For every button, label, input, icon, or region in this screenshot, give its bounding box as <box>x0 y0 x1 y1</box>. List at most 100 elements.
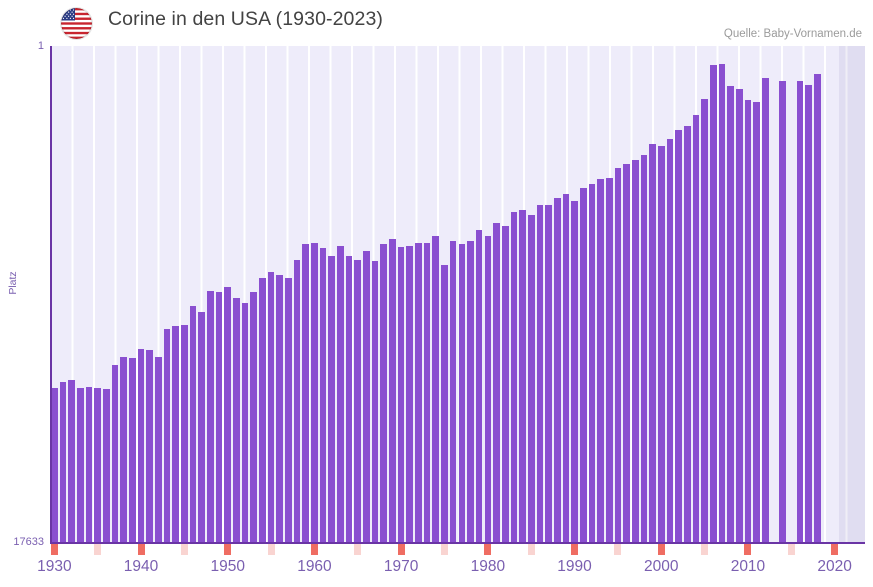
bar <box>579 187 587 543</box>
bar <box>666 138 674 543</box>
bar <box>224 286 232 543</box>
bar <box>103 389 110 543</box>
y-axis-title: Platz <box>7 271 19 295</box>
plot-area <box>50 46 865 543</box>
x-axis-label: 1970 <box>383 558 419 575</box>
bar <box>484 235 492 543</box>
bar <box>85 386 93 543</box>
bar <box>328 255 336 543</box>
x-tick-major <box>224 544 232 555</box>
bar <box>605 178 613 543</box>
bar <box>363 251 370 543</box>
bar <box>744 100 752 543</box>
x-tick-major <box>484 544 492 555</box>
bar <box>59 382 67 543</box>
bar <box>215 292 223 543</box>
x-axis-label: 2000 <box>644 558 679 575</box>
y-axis-bottom-label: 17633 <box>13 536 44 548</box>
bar <box>241 303 249 543</box>
x-axis-label: 1960 <box>297 558 332 575</box>
bar <box>562 193 570 543</box>
x-tick-major <box>310 544 318 555</box>
bar <box>432 235 440 543</box>
bar <box>527 214 535 543</box>
us-flag-icon <box>61 8 92 39</box>
x-axis-ticks <box>50 544 865 556</box>
bar <box>753 101 760 543</box>
bar <box>614 168 622 543</box>
bar <box>406 245 414 543</box>
bar <box>68 379 75 543</box>
bar <box>319 248 327 543</box>
bar <box>735 89 743 543</box>
bar <box>423 242 431 543</box>
bar <box>553 197 561 543</box>
bar <box>397 247 405 543</box>
bar <box>380 244 388 543</box>
bar <box>571 200 578 543</box>
x-tick-major <box>657 544 665 555</box>
bar <box>597 179 604 543</box>
bar <box>389 238 396 543</box>
bar <box>129 358 136 543</box>
bar <box>120 356 128 543</box>
x-axis-label: 1990 <box>557 558 592 575</box>
x-tick-minor <box>354 544 362 555</box>
bar <box>501 225 509 543</box>
x-tick-minor <box>787 544 795 555</box>
bar <box>94 387 101 543</box>
bar <box>111 365 119 543</box>
bar <box>441 265 448 543</box>
bar <box>709 65 717 543</box>
x-tick-minor <box>267 544 275 555</box>
bar <box>198 311 206 543</box>
bar <box>181 324 188 543</box>
x-axis-label: 1940 <box>123 558 159 575</box>
bar <box>683 125 691 543</box>
bar <box>415 242 422 543</box>
bar <box>805 84 812 543</box>
x-axis-label: 1950 <box>210 558 245 575</box>
bar <box>163 328 171 543</box>
bar <box>631 159 639 543</box>
bar <box>588 183 596 543</box>
bar <box>519 210 526 543</box>
bar <box>510 211 518 543</box>
bar <box>267 272 275 543</box>
bar <box>137 348 145 543</box>
bar <box>233 297 240 543</box>
bar <box>354 259 362 543</box>
bar <box>371 261 379 543</box>
bar <box>51 387 58 543</box>
x-tick-minor <box>527 544 535 555</box>
x-tick-major <box>831 544 839 555</box>
bar <box>649 144 656 543</box>
bar <box>302 244 310 543</box>
bar-series <box>50 46 865 543</box>
bar <box>640 155 648 543</box>
bar <box>779 80 786 543</box>
bar <box>475 230 483 543</box>
x-tick-minor <box>701 544 709 555</box>
bar <box>458 244 466 543</box>
bar <box>155 356 162 543</box>
x-tick-minor <box>614 544 622 555</box>
bar <box>623 163 630 543</box>
x-axis-label: 1980 <box>470 558 506 575</box>
bar <box>207 290 214 543</box>
bar <box>657 145 665 543</box>
bar <box>692 114 700 543</box>
x-axis-label: 1930 <box>37 558 72 575</box>
chart-header: Corine in den USA (1930-2023) Quelle: Ba… <box>0 0 873 46</box>
bar <box>796 80 804 543</box>
bar <box>276 275 284 543</box>
bar <box>172 325 180 543</box>
bar <box>727 86 734 543</box>
bar <box>718 63 726 543</box>
bar <box>467 241 474 543</box>
bar <box>146 349 154 543</box>
bar <box>285 278 292 543</box>
bar <box>345 255 353 543</box>
x-axis-label: 2010 <box>730 558 766 575</box>
